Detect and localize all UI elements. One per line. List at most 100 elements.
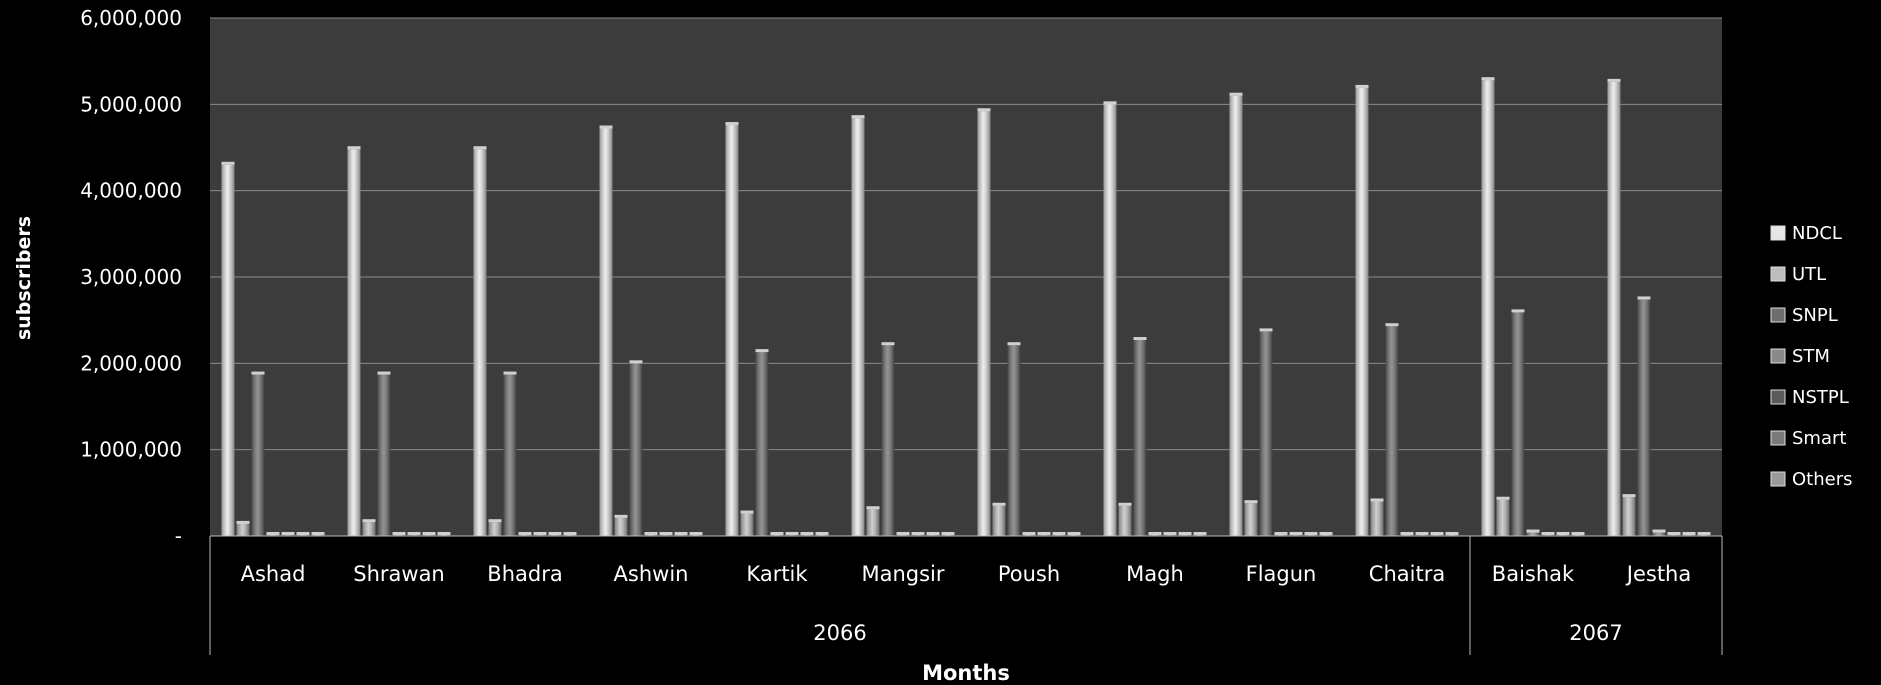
bar-cap bbox=[599, 125, 613, 129]
bar-cap bbox=[992, 502, 1006, 506]
bar-cap bbox=[1556, 532, 1570, 535]
y-tick-label: 3,000,000 bbox=[80, 265, 182, 289]
legend-label: STM bbox=[1792, 346, 1830, 367]
bar-shade bbox=[1637, 299, 1651, 536]
bar-cap bbox=[614, 514, 628, 518]
bar-shade bbox=[1526, 532, 1540, 536]
bar-cap bbox=[977, 108, 991, 112]
bar-cap bbox=[1526, 529, 1540, 533]
bar-cap bbox=[800, 532, 814, 535]
bar-cap bbox=[311, 532, 325, 535]
x-tick-label: Jestha bbox=[1625, 562, 1691, 586]
x-tick-label: Magh bbox=[1126, 562, 1184, 586]
bar-cap bbox=[1355, 84, 1369, 88]
bar-cap bbox=[488, 519, 502, 523]
legend-swatch bbox=[1770, 471, 1786, 487]
bar-cap bbox=[1103, 101, 1117, 105]
bar-shade bbox=[1259, 331, 1273, 536]
bar-cap bbox=[251, 371, 265, 375]
bar-shade bbox=[1244, 503, 1258, 536]
bar-shade bbox=[725, 125, 739, 536]
bar-cap bbox=[1244, 500, 1258, 504]
bar-cap bbox=[362, 519, 376, 523]
legend-swatch bbox=[1770, 307, 1786, 323]
x-tick-label: Poush bbox=[998, 562, 1060, 586]
x-tick-label: Flagun bbox=[1246, 562, 1317, 586]
bar-shade bbox=[1103, 104, 1117, 536]
bar-cap bbox=[1118, 502, 1132, 506]
bar-cap bbox=[659, 532, 673, 535]
bar-cap bbox=[725, 122, 739, 126]
bar-cap bbox=[1430, 532, 1444, 535]
bar-cap bbox=[941, 532, 955, 535]
bar-cap bbox=[1682, 532, 1696, 535]
bar-cap bbox=[236, 520, 250, 524]
y-axis-label: subscribers bbox=[13, 216, 35, 340]
bar-shade bbox=[851, 118, 865, 536]
x-tick-label: Baishak bbox=[1492, 562, 1575, 586]
bar-cap bbox=[377, 371, 391, 375]
bar-cap bbox=[1667, 532, 1681, 535]
bar-cap bbox=[1163, 532, 1177, 535]
x-tick-label: Kartik bbox=[746, 562, 808, 586]
year-group-label: 2066 bbox=[813, 621, 866, 645]
bar-shade bbox=[1370, 501, 1384, 536]
x-tick-label: Shrawan bbox=[353, 562, 445, 586]
bar-shade bbox=[1007, 345, 1021, 536]
bar-cap bbox=[1637, 296, 1651, 300]
bar-cap bbox=[1007, 342, 1021, 346]
bar-cap bbox=[1511, 309, 1525, 313]
bar-cap bbox=[740, 510, 754, 514]
bar-cap bbox=[1193, 532, 1207, 535]
bar-shade bbox=[377, 374, 391, 536]
y-tick-label: 6,000,000 bbox=[80, 6, 182, 30]
legend-label: Smart bbox=[1792, 428, 1846, 449]
bar-shade bbox=[236, 523, 250, 536]
bar-cap bbox=[815, 532, 829, 535]
x-tick-label: Mangsir bbox=[861, 562, 944, 586]
bar-shade bbox=[614, 517, 628, 536]
legend-label: UTL bbox=[1792, 264, 1826, 285]
bar-cap bbox=[755, 349, 769, 353]
bar-cap bbox=[392, 532, 406, 535]
bar-cap bbox=[1400, 532, 1414, 535]
bar-cap bbox=[1319, 532, 1333, 535]
bar-cap bbox=[1259, 328, 1273, 332]
gridlines bbox=[210, 17, 1722, 451]
bar-cap bbox=[1229, 92, 1243, 96]
bar-shade bbox=[1229, 95, 1243, 536]
x-tick-label: Bhadra bbox=[487, 562, 562, 586]
x-axis: Ashad Shrawan Bhadra Ashwin Kartik Mangsir Pou… bbox=[209, 535, 1723, 655]
bar-shade bbox=[599, 128, 613, 537]
bar-shade bbox=[362, 522, 376, 536]
bar-shade bbox=[1652, 532, 1666, 536]
bar-shade bbox=[755, 352, 769, 536]
bar-shade bbox=[1511, 312, 1525, 536]
bar-shade bbox=[1385, 326, 1399, 536]
bar-cap bbox=[881, 342, 895, 346]
bar-cap bbox=[422, 532, 436, 535]
bar-cap bbox=[1496, 496, 1510, 500]
legend-swatch bbox=[1770, 266, 1786, 282]
bar-cap bbox=[473, 146, 487, 150]
bar-cap bbox=[266, 532, 280, 535]
bar-cap bbox=[221, 161, 235, 165]
legend-swatch bbox=[1770, 348, 1786, 364]
y-tick-label: - bbox=[175, 524, 182, 548]
y-axis-ticks: - 1,000,000 2,000,000 3,000,000 4,000,000 5,0… bbox=[80, 6, 182, 548]
bar-cap bbox=[1289, 532, 1303, 535]
bar-cap bbox=[770, 532, 784, 535]
bar-cap bbox=[1067, 532, 1081, 535]
bar-shade bbox=[347, 149, 361, 536]
bar-cap bbox=[533, 532, 547, 535]
bar-cap bbox=[347, 146, 361, 150]
bar-cap bbox=[437, 532, 451, 535]
bar-cap bbox=[866, 506, 880, 510]
bar-cap bbox=[785, 532, 799, 535]
bar-cap bbox=[926, 532, 940, 535]
bar-cap bbox=[281, 532, 295, 535]
bar-shade bbox=[977, 111, 991, 537]
x-tick-label: Ashad bbox=[241, 562, 306, 586]
bar-shade bbox=[1355, 87, 1369, 537]
